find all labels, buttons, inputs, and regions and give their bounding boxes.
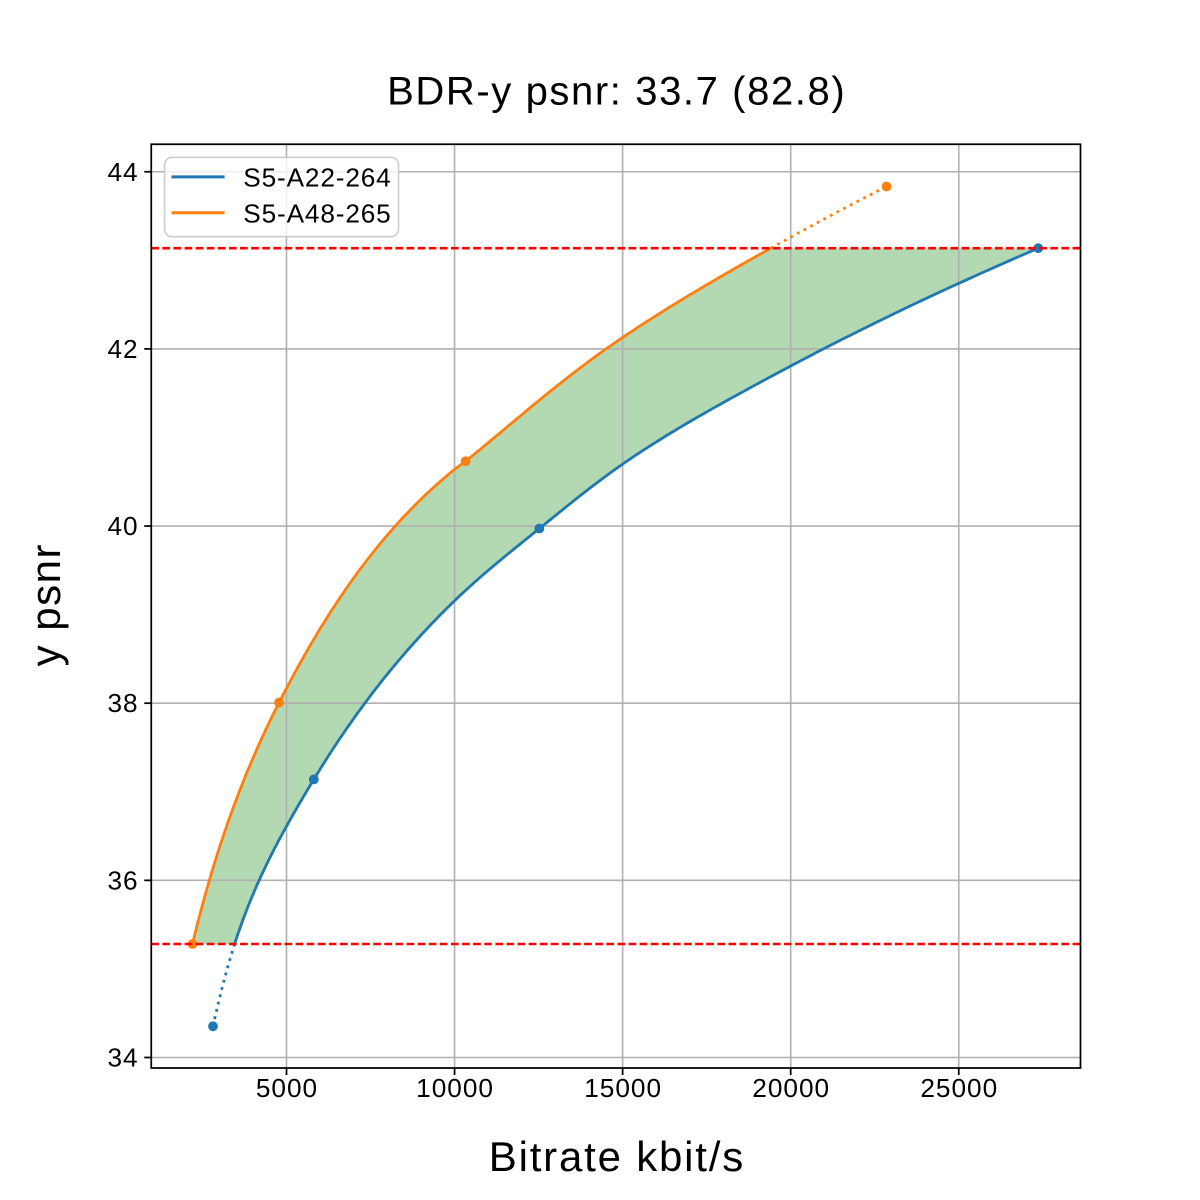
svg-text:10000: 10000 xyxy=(416,1073,494,1103)
svg-text:5000: 5000 xyxy=(256,1073,318,1103)
svg-text:y psnr: y psnr xyxy=(22,543,69,666)
svg-text:S5-A48-265: S5-A48-265 xyxy=(243,198,391,228)
svg-text:36: 36 xyxy=(107,865,138,895)
svg-text:15000: 15000 xyxy=(584,1073,662,1103)
svg-text:42: 42 xyxy=(107,334,138,364)
svg-text:34: 34 xyxy=(107,1043,138,1073)
svg-text:38: 38 xyxy=(107,688,138,718)
svg-text:S5-A22-264: S5-A22-264 xyxy=(243,163,391,193)
svg-text:20000: 20000 xyxy=(752,1073,830,1103)
svg-text:Bitrate kbit/s: Bitrate kbit/s xyxy=(489,1133,745,1180)
svg-text:44: 44 xyxy=(107,157,138,187)
svg-text:BDR-y psnr: 33.7 (82.8): BDR-y psnr: 33.7 (82.8) xyxy=(387,70,846,114)
svg-text:40: 40 xyxy=(107,511,138,541)
svg-text:25000: 25000 xyxy=(920,1073,998,1103)
